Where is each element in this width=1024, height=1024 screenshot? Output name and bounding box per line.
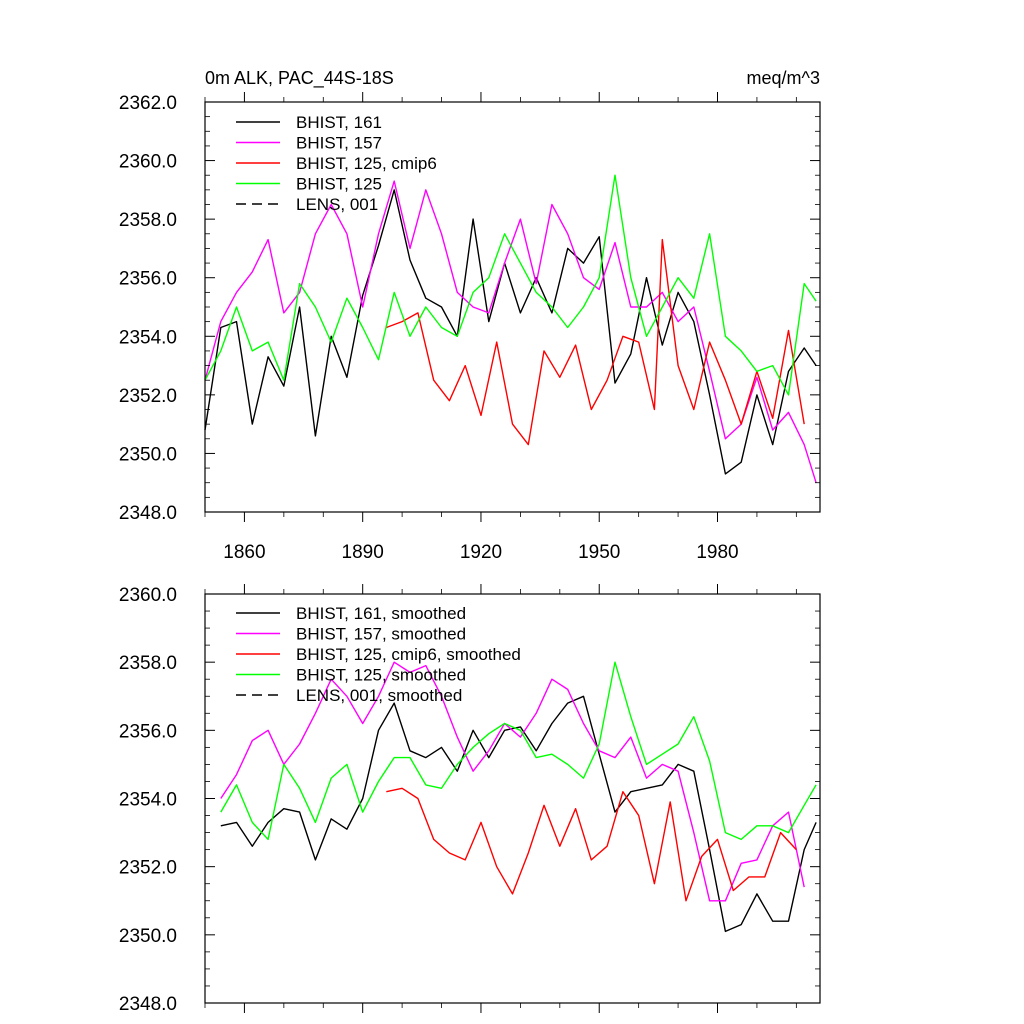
- top-ytick-label-6: 2360.0: [119, 152, 177, 173]
- top-legend-label-2: BHIST, 125, cmip6: [296, 154, 437, 173]
- bottom-series-line-3: [220, 661, 817, 841]
- bottom-ytick-label-3: 2354.0: [119, 790, 177, 811]
- top-legend-label-0: BHIST, 161: [296, 113, 382, 132]
- bottom-legend-label-3: BHIST, 125, smoothed: [296, 666, 466, 685]
- bottom-legend-label-4: LENS, 001, smoothed: [296, 686, 462, 705]
- bottom-plot-frame: [204, 593, 821, 1004]
- bottom-legend-label-2: BHIST, 125, cmip6, smoothed: [296, 645, 521, 664]
- top-series-line-0: [204, 189, 817, 475]
- top-xtick-label-4: 1980: [696, 542, 738, 563]
- top-xtick-label-3: 1950: [578, 542, 620, 563]
- top-panel: 0m ALK, PAC_44S-18S meq/m^3 BHIST, 161BH…: [119, 68, 821, 563]
- bottom-series-line-2: [386, 787, 797, 902]
- bottom-series-layer: [220, 661, 817, 933]
- bottom-ytick-label-4: 2356.0: [119, 721, 177, 742]
- top-legend-label-1: BHIST, 157: [296, 134, 382, 153]
- top-xtick-label-1: 1890: [342, 542, 384, 563]
- bottom-legend-label-1: BHIST, 157, smoothed: [296, 625, 466, 644]
- bottom-axes: 2348.0 2350.0 2352.0 2354.0 2356.0 2358.0 2360…: [119, 584, 820, 1015]
- bottom-ytick-label-0: 2348.0: [119, 994, 177, 1015]
- bottom-legend-label-0: BHIST, 161, smoothed: [296, 604, 466, 623]
- top-series-layer: [204, 174, 817, 483]
- bottom-ytick-label-6: 2360.0: [119, 585, 177, 606]
- top-ytick-label-1: 2350.0: [119, 444, 177, 465]
- top-xtick-label-2: 1920: [460, 542, 502, 563]
- top-series-line-3: [204, 174, 817, 396]
- bottom-series-line-0: [220, 695, 817, 933]
- top-ytick-label-4: 2356.0: [119, 269, 177, 290]
- bottom-legend: BHIST, 161, smoothed BHIST, 157, smoothed…: [236, 604, 521, 705]
- top-ytick-label-2: 2352.0: [119, 386, 177, 407]
- top-panel-units: meq/m^3: [747, 68, 820, 88]
- top-xtick-label-0: 1860: [223, 542, 265, 563]
- top-axes: 2348.0 2350.0 2352.0 2354.0 2356.0 2358.0 2360…: [119, 92, 820, 563]
- top-ytick-label-5: 2358.0: [119, 210, 177, 231]
- top-plot-frame: [204, 101, 821, 513]
- top-series-line-1: [204, 180, 817, 483]
- top-legend-label-4: LENS, 001: [296, 195, 378, 214]
- top-panel-title: 0m ALK, PAC_44S-18S: [205, 68, 394, 89]
- bottom-series-line-1: [220, 661, 805, 902]
- bottom-ytick-label-5: 2358.0: [119, 653, 177, 674]
- bottom-ytick-label-1: 2350.0: [119, 926, 177, 947]
- top-legend-label-3: BHIST, 125: [296, 175, 382, 194]
- top-ytick-label-3: 2354.0: [119, 327, 177, 348]
- bottom-ytick-label-2: 2352.0: [119, 858, 177, 879]
- top-ytick-label-7: 2362.0: [119, 93, 177, 114]
- top-ytick-label-0: 2348.0: [119, 503, 177, 524]
- top-series-line-2: [386, 238, 805, 446]
- bottom-panel: BHIST, 161, smoothed BHIST, 157, smoothed…: [119, 584, 821, 1015]
